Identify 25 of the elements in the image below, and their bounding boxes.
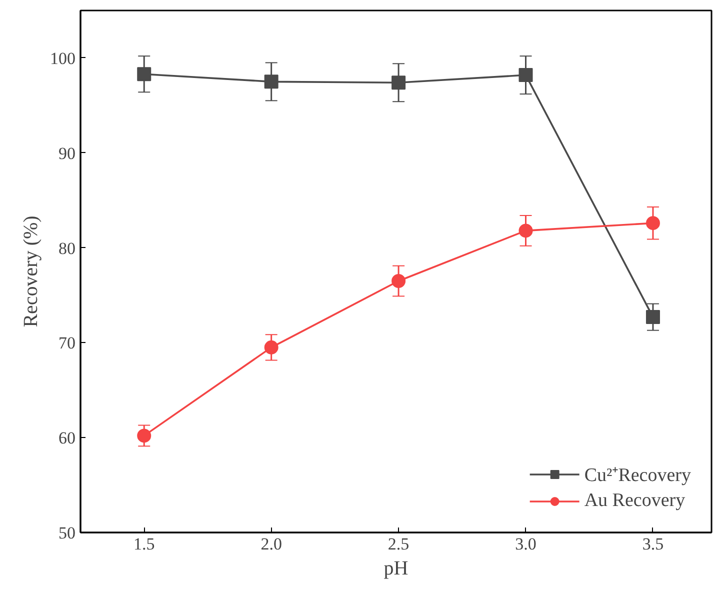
x-axis-title: pH	[384, 558, 408, 580]
y-tick-label: 60	[58, 428, 76, 448]
y-tick-label: 100	[50, 48, 76, 68]
x-tick-label: 1.5	[133, 534, 155, 554]
y-axis-title: Recovery (%)	[20, 216, 42, 328]
x-tick-label: 2.0	[260, 534, 282, 554]
legend-label: Cu²⁺Recovery	[584, 464, 691, 487]
point	[392, 76, 406, 90]
y-tick-label: 80	[58, 238, 76, 258]
legend-label: Au Recovery	[584, 490, 686, 512]
point	[518, 68, 533, 82]
point	[264, 340, 278, 354]
y-tick-label: 70	[58, 334, 76, 353]
x-tick-label: 2.5	[388, 534, 410, 554]
point	[137, 67, 152, 82]
y-tick-label: 90	[58, 144, 76, 163]
x-tick-label: 3.0	[515, 534, 536, 554]
point	[264, 74, 278, 89]
point	[137, 428, 152, 443]
x-tick-label: 3.5	[642, 534, 664, 554]
point	[392, 274, 406, 288]
y-tick-label: 50	[58, 524, 76, 542]
point	[646, 216, 660, 230]
point	[646, 310, 660, 324]
point	[518, 224, 533, 238]
